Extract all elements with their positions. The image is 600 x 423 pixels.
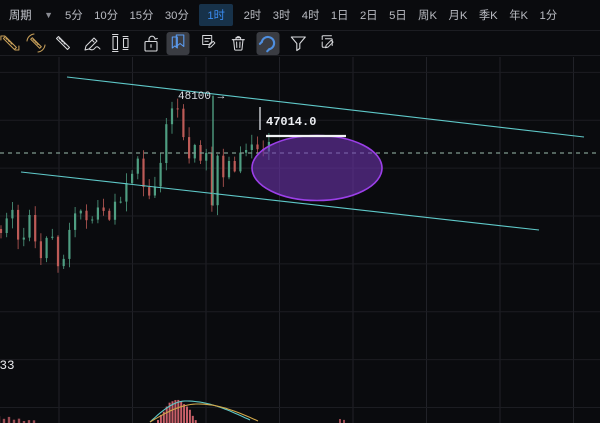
svg-text:333: 333 bbox=[0, 359, 15, 373]
svg-text:47014.0: 47014.0 bbox=[266, 115, 316, 129]
svg-text:48100 →: 48100 → bbox=[178, 91, 225, 103]
